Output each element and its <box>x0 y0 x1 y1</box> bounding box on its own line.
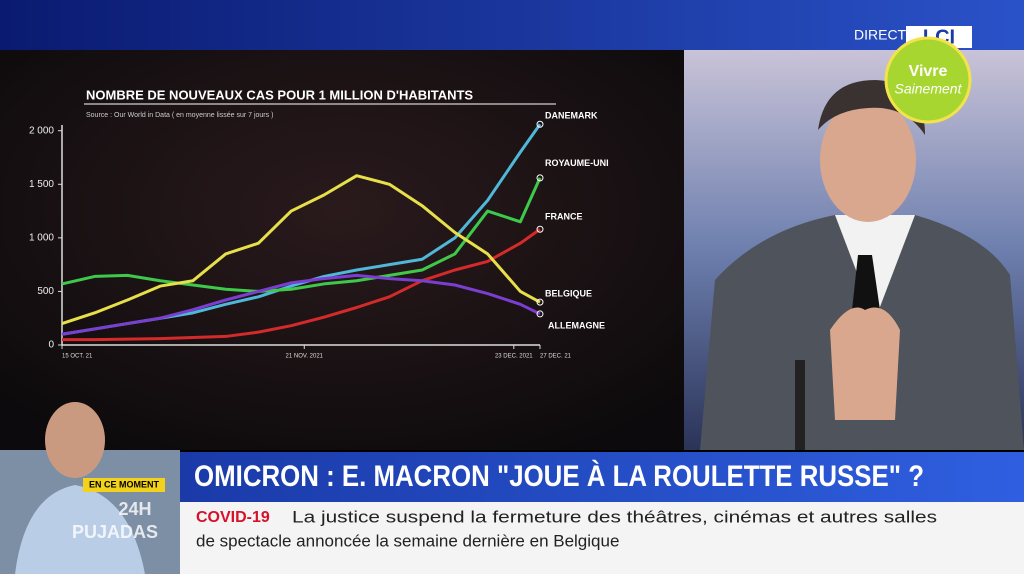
x-tick-label: 21 NOV. 2021 <box>286 354 324 360</box>
ticker-band <box>180 502 1024 574</box>
series-label: DANEMARK <box>545 111 598 121</box>
y-tick-label: 500 <box>37 286 54 297</box>
series-line <box>61 177 542 293</box>
chart-subtitle: Source : Our World in Data ( en moyenne … <box>86 112 273 119</box>
series-line <box>61 174 541 325</box>
series-line <box>62 228 541 342</box>
end-marker <box>536 298 544 306</box>
inset-tag: EN CE MOMENT <box>89 479 160 489</box>
headline: OMICRON : E. MACRON "JOUE À LA ROULETTE … <box>194 459 924 493</box>
series-label: BELGIQUE <box>545 289 592 299</box>
ticker-line: La justice suspend la fermeture des théâ… <box>292 507 937 526</box>
top-band <box>0 0 1024 50</box>
end-marker <box>536 225 544 233</box>
inset-show: 24H <box>118 499 151 519</box>
badge-line: Vivre <box>909 63 948 80</box>
presenter <box>700 80 1024 450</box>
y-tick-label: 2 000 <box>29 125 54 136</box>
series-label: ALLEMAGNE <box>548 320 605 330</box>
series-line <box>61 273 541 336</box>
y-tick-label: 0 <box>48 340 54 351</box>
series-label: ROYAUME-UNI <box>545 158 609 168</box>
headline-band <box>180 452 1024 502</box>
x-tick-label: 27 DEC. 21 <box>540 354 572 360</box>
end-marker <box>536 120 544 128</box>
y-tick-label: 1 500 <box>29 179 54 190</box>
ticker-tag: COVID-19 <box>196 509 270 526</box>
ticker-line: de spectacle annoncée la semaine dernièr… <box>196 531 619 550</box>
direct-label: DIRECT <box>854 27 907 43</box>
inset: EN CE MOMENT 24H PUJADAS <box>0 402 180 574</box>
badge-line: Sainement <box>895 81 963 97</box>
x-tick-label: 15 OCT. 21 <box>62 354 93 360</box>
chart-title: NOMBRE DE NOUVEAUX CAS POUR 1 MILLION D'… <box>86 87 473 102</box>
chart-panel <box>0 50 684 450</box>
plot: 0 500 1 000 1 500 2 000 15 OCT. 21 21 NOV. 202… <box>29 111 609 360</box>
badge <box>884 36 972 124</box>
x-tick-label: 23 DEC. 2021 <box>495 354 533 360</box>
series-label: FRANCE <box>545 212 583 222</box>
y-tick-label: 1 000 <box>29 232 54 243</box>
inset-show: PUJADAS <box>72 522 158 542</box>
end-marker <box>536 310 544 318</box>
end-marker <box>536 174 544 182</box>
